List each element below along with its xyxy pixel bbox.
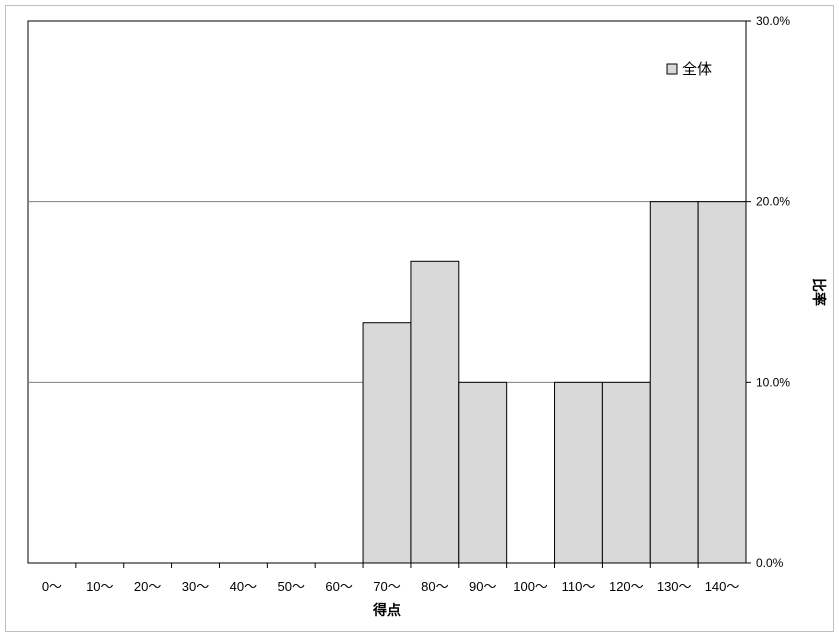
histogram-chart: 0〜 10〜 20〜 30〜 40〜 50〜 60〜 70〜 80〜 90〜 100〜 110〜 120… — [27, 14, 827, 618]
x-tick-label: 80〜 — [421, 579, 448, 594]
bar — [554, 381, 603, 564]
x-tick-label: 120〜 — [609, 579, 644, 594]
x-tick-label: 40〜 — [230, 579, 257, 594]
x-tick-label: 60〜 — [325, 579, 352, 594]
y-tick-label: 20.0% — [756, 195, 790, 209]
legend: 全体 — [666, 60, 712, 78]
y-axis-label: 比率 — [811, 278, 827, 306]
bars — [362, 201, 747, 564]
y-tick-label: 30.0% — [756, 14, 790, 28]
x-tick-label: 130〜 — [657, 579, 692, 594]
bar — [697, 201, 747, 564]
bar — [649, 201, 699, 564]
x-tick-label: 30〜 — [182, 579, 209, 594]
bar — [458, 381, 508, 564]
x-tick-label: 0〜 — [42, 579, 62, 594]
x-tick-label: 50〜 — [278, 579, 305, 594]
y-tick-label: 10.0% — [756, 375, 790, 389]
x-tick-label: 90〜 — [469, 579, 496, 594]
x-tick-label: 10〜 — [86, 579, 113, 594]
chart-frame: 0〜 10〜 20〜 30〜 40〜 50〜 60〜 70〜 80〜 90〜 100〜 110〜 120… — [5, 5, 834, 632]
bar — [601, 381, 651, 564]
y-tick-labels: 0.0% 10.0% 20.0% 30.0% — [756, 14, 790, 570]
y-tick-label: 0.0% — [756, 556, 784, 570]
x-tick-label: 70〜 — [373, 579, 400, 594]
legend-label: 全体 — [682, 60, 712, 78]
axes — [75, 20, 751, 568]
x-tick-label: 100〜 — [513, 579, 548, 594]
bar — [410, 260, 460, 564]
x-tick-label: 110〜 — [562, 579, 596, 594]
x-tick-label: 140〜 — [705, 579, 740, 594]
legend-swatch — [666, 63, 678, 75]
x-tick-label: 20〜 — [134, 579, 161, 594]
x-axis-label: 得点 — [372, 602, 401, 618]
bar — [362, 322, 412, 564]
x-tick-labels: 0〜 10〜 20〜 30〜 40〜 50〜 60〜 70〜 80〜 90〜 100〜 110〜 120… — [42, 579, 740, 594]
